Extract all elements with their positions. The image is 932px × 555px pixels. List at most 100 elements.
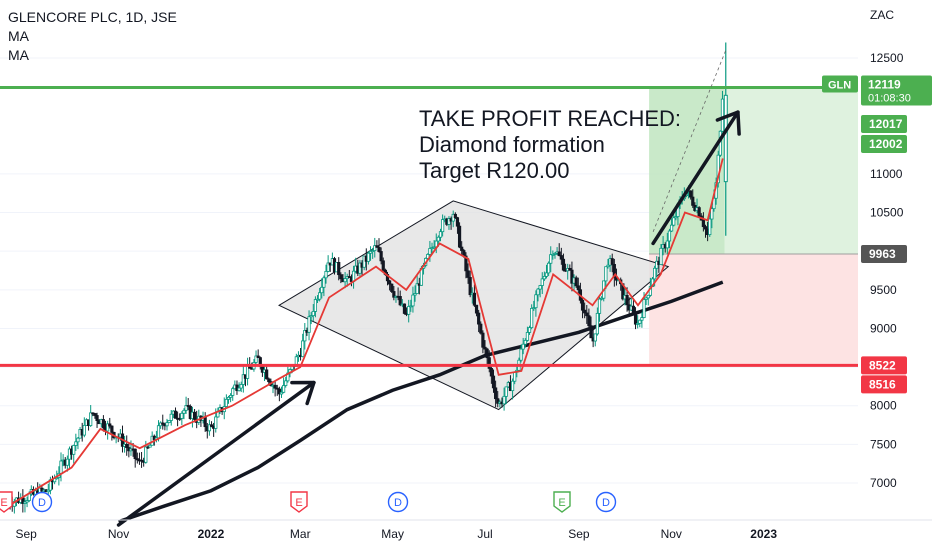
candle-body (144, 446, 148, 463)
dividend-shape (31, 491, 53, 513)
candle-body (139, 459, 144, 462)
candle-body (642, 299, 646, 318)
price-label-box-2: 12002 (861, 135, 907, 153)
candle-body (593, 333, 597, 342)
candle-body (224, 398, 228, 407)
candle-body (527, 327, 532, 333)
event-marker-d: D (31, 491, 53, 513)
candle-body (457, 225, 462, 248)
trend-arrow-upper (651, 110, 741, 246)
candle-body (464, 255, 468, 272)
candle-body (625, 295, 629, 306)
candle-body (453, 213, 457, 219)
candle-body (133, 448, 137, 460)
earnings-shape (0, 491, 13, 513)
candle-body (510, 380, 515, 392)
candle-body (587, 315, 591, 327)
candle-body (496, 398, 500, 404)
legend-ma-1[interactable]: MA (8, 28, 29, 44)
candle-body (481, 332, 485, 348)
ma-fast-line (7, 158, 724, 507)
candle-body (585, 312, 589, 317)
candle-body (525, 332, 530, 341)
candle-body (156, 425, 161, 439)
candle-body (398, 296, 402, 306)
candle-body (161, 422, 165, 425)
time-tick-label: May (381, 527, 404, 541)
candle-body (474, 304, 479, 314)
candle-body (712, 197, 716, 210)
candle-body (701, 219, 705, 228)
candle-body (318, 292, 322, 300)
candle-body (521, 343, 525, 350)
candle-body (489, 368, 493, 377)
candle-body (339, 274, 343, 280)
candle-body (672, 217, 676, 226)
candle-body (326, 262, 330, 272)
candle-body (436, 236, 440, 242)
candle-body (135, 458, 139, 461)
candle-body (547, 262, 551, 274)
candle-body (612, 263, 616, 278)
candle-body (101, 419, 106, 429)
candle-body (640, 317, 644, 321)
candle-body (165, 422, 169, 427)
candle-body (307, 316, 311, 333)
annotation-line-2: Diamond formation (419, 132, 605, 157)
trend-arrow-lower-shaft (116, 380, 316, 527)
candle-body (477, 312, 481, 325)
candle-body (542, 275, 546, 280)
candle-body (388, 280, 392, 285)
price-label-text: 8516 (869, 377, 896, 391)
candle-body (413, 293, 417, 296)
price-label-time: 01:08:30 (868, 92, 911, 104)
candle-body (689, 190, 693, 198)
candle-body (347, 276, 351, 278)
price-label-text: 12017 (869, 117, 903, 131)
candle-body (504, 386, 508, 397)
candle-body (653, 267, 657, 280)
candle-body (409, 305, 413, 308)
time-tick-label: 2022 (198, 527, 225, 541)
price-tick-label: 11000 (870, 167, 903, 181)
event-label: D (602, 497, 610, 509)
candle-body (182, 409, 186, 414)
time-tick-label: Nov (661, 527, 682, 541)
candle-body (483, 346, 487, 350)
candle-body (574, 277, 578, 287)
annotation-line-3: Target R120.00 (419, 158, 570, 183)
candle-body (428, 248, 432, 255)
candle-body (544, 272, 549, 277)
candle-body (184, 405, 188, 411)
candle-body (169, 413, 173, 421)
trend-arrow-lower-head (290, 380, 316, 406)
candle-body (455, 217, 460, 227)
candle-body (27, 493, 31, 501)
candle-body (226, 396, 231, 400)
time-tick-label: Sep (15, 527, 37, 541)
price-tick-label: 9000 (870, 321, 897, 335)
candle-body (604, 266, 608, 282)
price-tick-label: 7500 (870, 437, 897, 451)
candle-body (241, 374, 245, 385)
profit-zone (724, 87, 858, 255)
price-label-value: 12119 (868, 77, 901, 91)
event-label: D (38, 497, 46, 509)
legend-symbol[interactable]: GLENCORE PLC, 1D, JSE (8, 9, 177, 25)
legend-ma-2[interactable]: MA (8, 47, 29, 63)
price-label-box-4: 8522 (861, 356, 907, 375)
candle-body (644, 297, 648, 300)
candle-body (432, 246, 436, 249)
event-label: E (558, 497, 565, 509)
price-tick-label: 10500 (870, 206, 904, 220)
candle-body (313, 299, 318, 312)
price-label-box (861, 75, 932, 106)
candle-body (438, 231, 443, 238)
candle-body (368, 250, 373, 254)
candle-body (466, 270, 470, 278)
candle-body (472, 292, 477, 306)
